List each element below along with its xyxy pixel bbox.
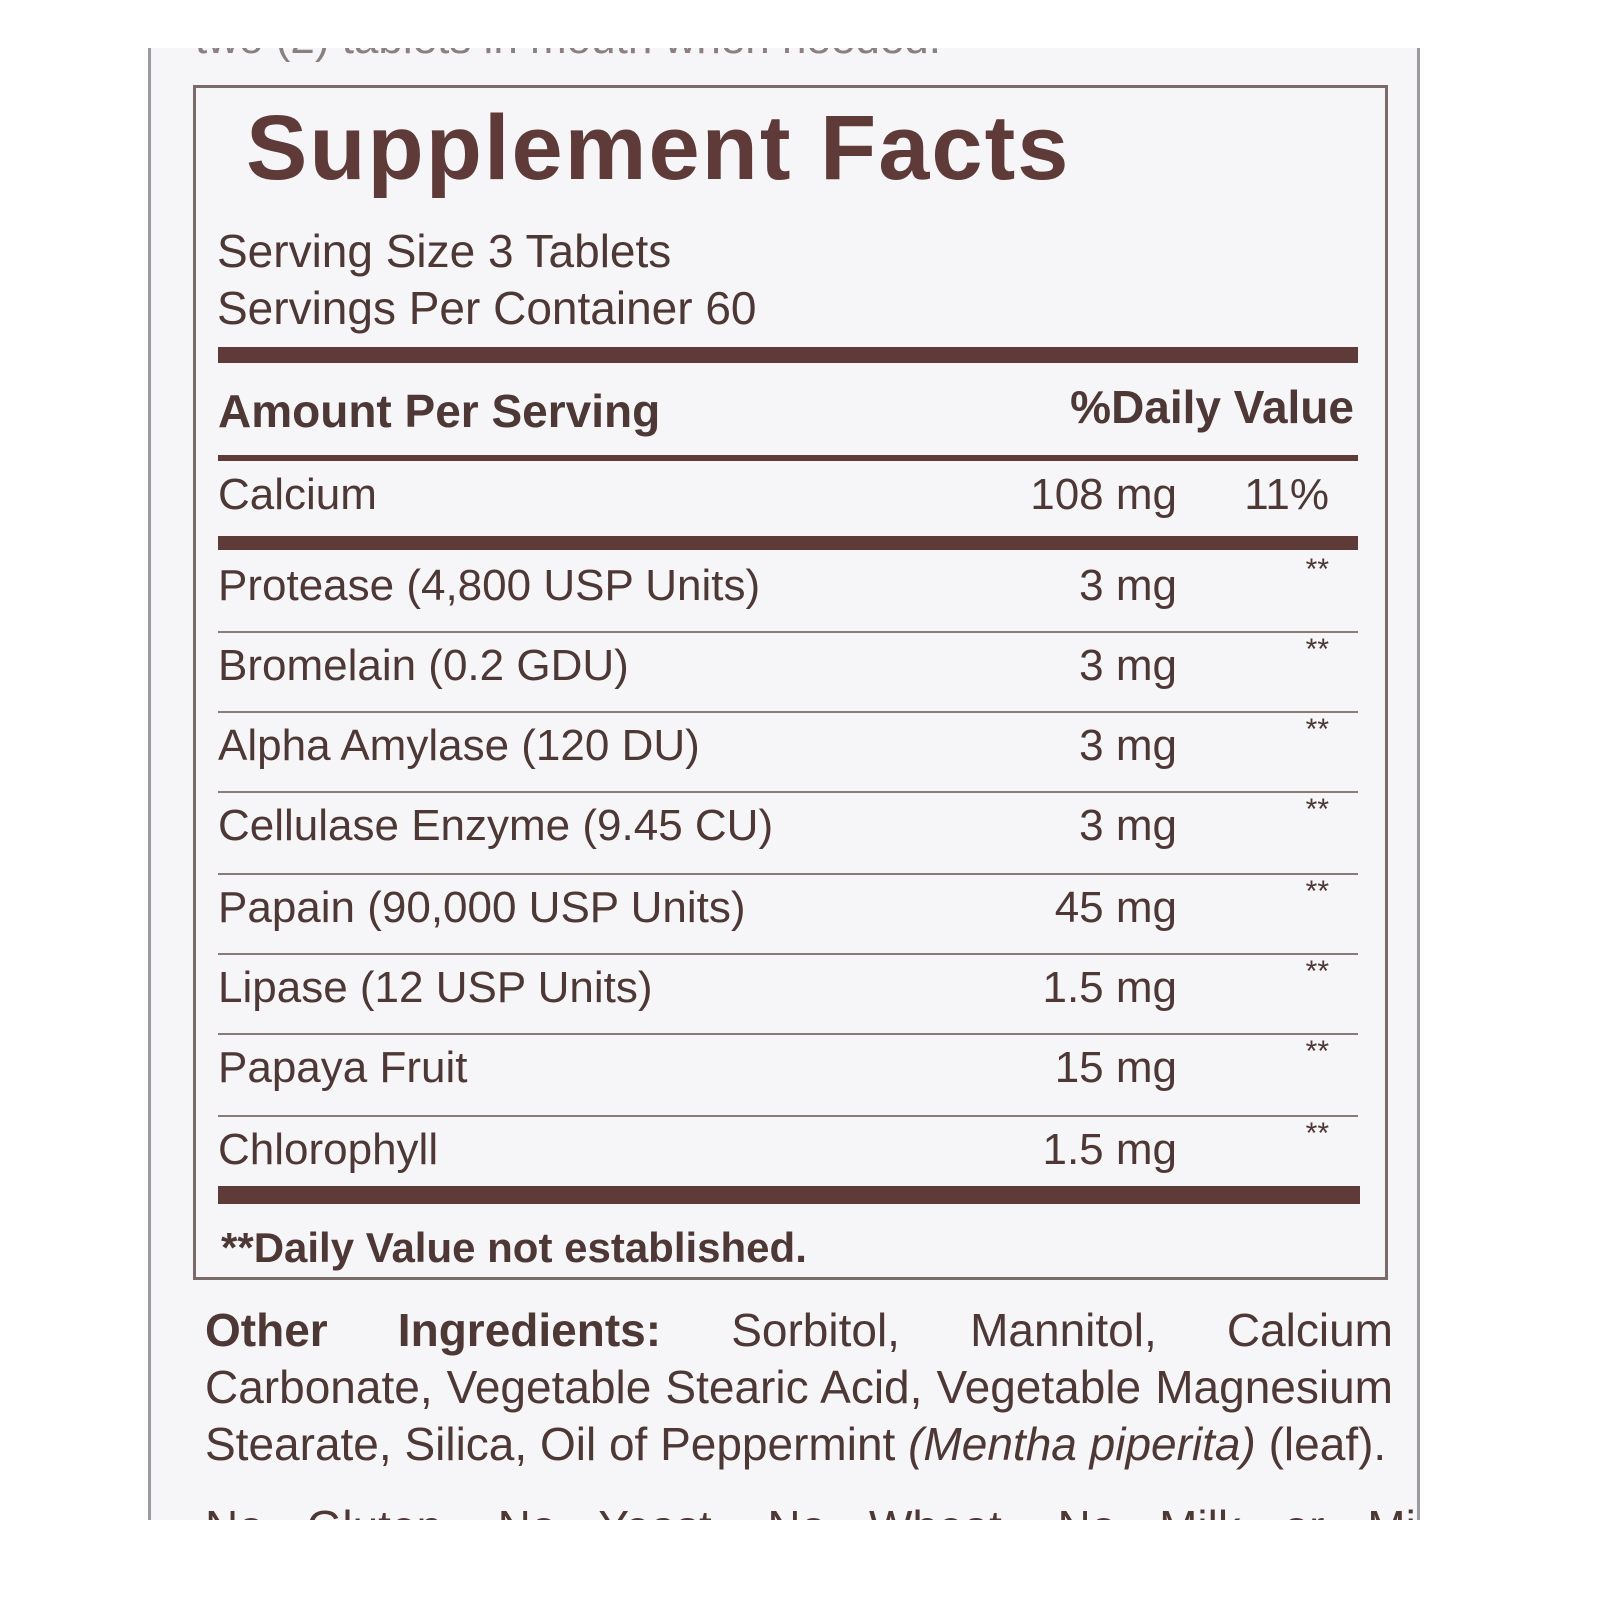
facts-box (193, 85, 1388, 1280)
footnote: **Daily Value not established. (221, 1224, 807, 1271)
amount: 1.5 mg (1042, 1125, 1177, 1174)
nutrient-name: Alpha Amylase (120 DU) (218, 721, 700, 770)
serving-size: Serving Size 3 Tablets (217, 225, 672, 277)
daily-value: 11% (1244, 470, 1329, 519)
rule (218, 455, 1358, 461)
bottom-text: No Gluten, No Yeast, No Wheat, No Milk o… (205, 1500, 1417, 1520)
ingredients-text: Sorbitol, Mannitol, Calcium Carbonate, V… (205, 1304, 1394, 1470)
nutrient-name: Papaya Fruit (218, 1043, 468, 1092)
ingredients-italic: (Mentha piperita) (908, 1418, 1256, 1470)
amount: 3 mg (1079, 561, 1177, 610)
row-rule (218, 1033, 1358, 1035)
daily-value: ** (1305, 1117, 1329, 1150)
table-header: %Daily Value (1070, 381, 1354, 433)
nutrient-name: Bromelain (0.2 GDU) (218, 641, 629, 690)
top-text: two (2) tablets in mouth when needed. (195, 48, 941, 64)
daily-value: ** (1305, 955, 1329, 988)
thick-rule (218, 1186, 1360, 1204)
amount: 45 mg (1054, 883, 1177, 932)
daily-value: ** (1305, 633, 1329, 666)
thick-rule (218, 536, 1358, 550)
daily-value: ** (1305, 553, 1329, 586)
table-header: Amount Per Serving (218, 385, 661, 437)
other-ingredients: Other Ingredients: Sorbitol, Mannitol, C… (205, 1302, 1393, 1473)
amount: 3 mg (1079, 801, 1177, 850)
nutrient-name: Calcium (218, 470, 377, 519)
amount: 15 mg (1054, 1043, 1177, 1092)
ingredients-label: Other Ingredients: (205, 1304, 662, 1356)
row-rule (218, 711, 1358, 713)
daily-value: ** (1305, 713, 1329, 746)
nutrient-name: Cellulase Enzyme (9.45 CU) (218, 801, 774, 850)
amount: 1.5 mg (1042, 963, 1177, 1012)
nutrient-name: Protease (4,800 USP Units) (218, 561, 761, 610)
daily-value: ** (1305, 793, 1329, 826)
daily-value: ** (1305, 1035, 1329, 1068)
label: two (2) tablets in mouth when needed. Su… (148, 48, 1420, 1520)
row-rule (218, 873, 1358, 875)
nutrient-name: Chlorophyll (218, 1125, 439, 1174)
thick-rule (218, 347, 1358, 363)
daily-value: ** (1305, 875, 1329, 908)
row-rule (218, 953, 1358, 955)
row-rule (218, 1115, 1358, 1117)
amount: 108 mg (1030, 470, 1177, 519)
nutrient-name: Lipase (12 USP Units) (218, 963, 653, 1012)
title: Supplement Facts (246, 97, 1071, 199)
amount: 3 mg (1079, 721, 1177, 770)
amount: 3 mg (1079, 641, 1177, 690)
ingredients-text: (leaf). (1268, 1418, 1387, 1470)
servings-per-container: Servings Per Container 60 (217, 282, 757, 334)
nutrient-name: Papain (90,000 USP Units) (218, 883, 746, 932)
row-rule (218, 791, 1358, 793)
row-rule (218, 631, 1358, 633)
